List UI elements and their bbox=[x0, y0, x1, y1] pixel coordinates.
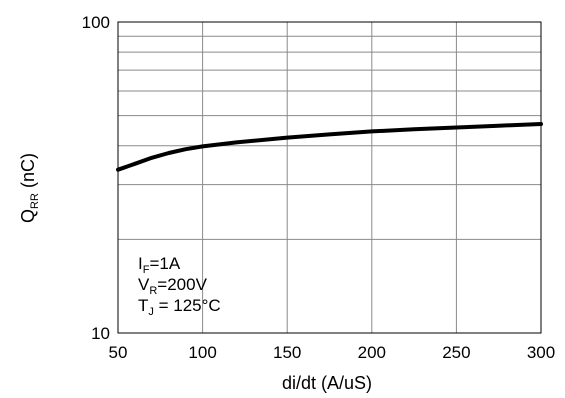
plot-frame bbox=[117, 21, 542, 334]
x-tick-label: 50 bbox=[109, 343, 128, 362]
condition-tj: TJ = 125°C bbox=[138, 296, 221, 318]
grid bbox=[118, 22, 541, 333]
x-tick-labels: 50 100 150 200 250 300 bbox=[109, 343, 556, 362]
x-tick-label: 250 bbox=[442, 343, 470, 362]
x-axis-label: di/dt (A/uS) bbox=[282, 373, 372, 393]
condition-vr: VR=200V bbox=[138, 275, 208, 297]
x-tick-label: 200 bbox=[358, 343, 386, 362]
y-tick-label: 100 bbox=[82, 13, 110, 32]
qrr-curve bbox=[116, 122, 543, 172]
y-tick-labels: 100 10 bbox=[82, 13, 110, 343]
condition-if: IF=1A bbox=[138, 254, 181, 276]
y-tick-label: 10 bbox=[91, 324, 110, 343]
x-tick-label: 300 bbox=[527, 343, 555, 362]
x-tick-label: 150 bbox=[273, 343, 301, 362]
plot-border bbox=[117, 21, 542, 334]
x-tick-label: 100 bbox=[188, 343, 216, 362]
data-series bbox=[116, 122, 543, 172]
test-conditions: IF=1A VR=200V TJ = 125°C bbox=[138, 254, 221, 318]
y-axis-label: QRR (nC) bbox=[18, 153, 41, 223]
